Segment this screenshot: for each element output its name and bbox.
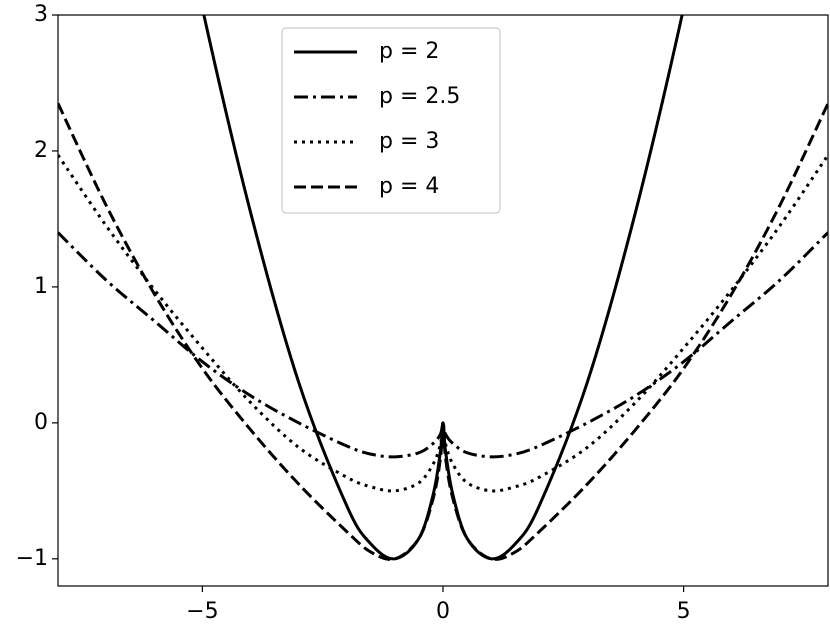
legend-label: p = 3 xyxy=(379,129,439,154)
x-tick-label: −5 xyxy=(186,599,218,624)
series-line xyxy=(58,231,828,459)
plot-area xyxy=(58,15,828,561)
y-tick-label: −1 xyxy=(16,546,48,571)
y-tick-label: 3 xyxy=(34,2,48,27)
x-tick-label: 0 xyxy=(436,599,450,624)
legend-label: p = 4 xyxy=(379,174,439,199)
legend-box xyxy=(281,27,501,214)
y-tick-label: 2 xyxy=(34,138,48,163)
y-tick-label: 0 xyxy=(34,410,48,435)
x-tick-label: 5 xyxy=(677,599,691,624)
legend-label: p = 2 xyxy=(379,39,439,64)
series-line xyxy=(58,102,828,561)
legend: p = 2 p = 2.5 p = 3 p = 4 xyxy=(281,27,501,214)
legend-label: p = 2.5 xyxy=(379,84,460,109)
series-line xyxy=(58,154,828,493)
y-tick-label: 1 xyxy=(34,274,48,299)
